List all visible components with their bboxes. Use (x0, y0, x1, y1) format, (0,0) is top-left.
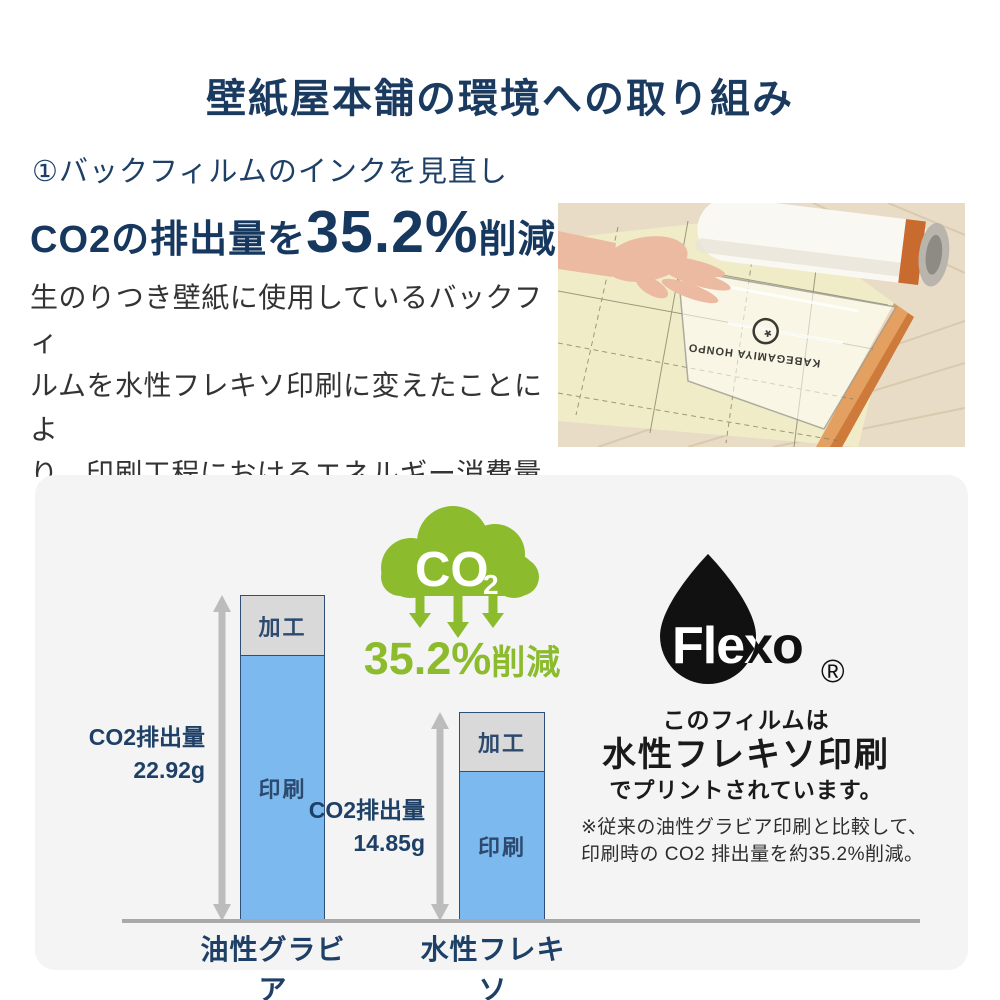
page-title: 壁紙屋本舗の環境への取り組み (206, 77, 794, 121)
category-label-gravure: 油性グラビア (200, 934, 346, 1000)
flexo-caption-1: このフィルムは (662, 707, 830, 733)
back-film-outline (677, 268, 898, 430)
comparison-panel: CO 2 35.2% 削減 加工 印刷 (35, 475, 968, 1000)
film-highlights (707, 281, 859, 345)
wallpaper-edge-dark (830, 313, 914, 447)
step-heading: ①バックフィルムのインクを見直し (32, 156, 508, 188)
segment-label: 印刷 (258, 777, 307, 802)
flexo-caption-2: 水性フレキソ印刷 (602, 736, 890, 774)
amount-value: 22.92g (133, 757, 205, 783)
amount-value: 14.85g (353, 830, 425, 856)
amount-title: CO2排出量 (308, 797, 425, 823)
amount-title: CO2排出量 (88, 724, 205, 750)
flexo-logo-text-overlay: Flexo (672, 617, 803, 675)
flexo-note-1: ※従来の油性グラビア印刷と比較して、 (581, 817, 928, 838)
bar-gravure-printing-segment: 印刷 (240, 656, 325, 921)
wallpaper-edge-strip (816, 303, 914, 447)
co2-cloud-icon: CO 2 (381, 506, 539, 638)
amount-label-flexo: CO2排出量 14.85g (285, 794, 425, 860)
headline-value: 35.2% (306, 199, 479, 265)
film-logo-mark: * (764, 320, 773, 341)
category-label-flexo: 水性フレキソ (420, 934, 566, 1000)
flexo-note-2: 印刷時の CO2 排出量を約35.2%削減。 (581, 844, 924, 865)
bar-flexo-printing-segment: 印刷 (459, 772, 545, 921)
bar-gravure: 加工 印刷 (240, 595, 325, 921)
axis-line (122, 919, 920, 923)
intro-line: 生のりつき壁紙に使用しているバックフィ (30, 282, 543, 357)
bar-gravure-processing-segment: 加工 (240, 595, 325, 656)
reduction-label: 35.2% 削減 (330, 633, 595, 685)
headline-prefix: CO2の排出量を (30, 219, 307, 261)
co2-icon-subscript: 2 (483, 569, 499, 600)
registered-mark: ® (821, 653, 845, 689)
flexo-caption-3: でプリントされています。 (609, 778, 883, 803)
film-logo-circle (752, 317, 779, 345)
headline-suffix: 削減 (478, 219, 557, 261)
bar-flexo: 加工 印刷 (459, 712, 545, 921)
segment-label: 加工 (477, 731, 526, 756)
flexo-logo-text: Flexo (672, 617, 803, 675)
bar-flexo-processing-segment: 加工 (459, 712, 545, 772)
reduction-suffix: 削減 (491, 644, 562, 682)
headline: CO2の排出量を 35.2% 削減 (30, 198, 556, 266)
reduction-value: 35.2% (363, 633, 492, 684)
measure-arrow-gravure (213, 595, 231, 921)
segment-label: 加工 (258, 614, 307, 640)
flexo-logo: Flexo Flexo ® (660, 554, 845, 689)
wallpaper-roll (695, 203, 950, 287)
hand (558, 231, 731, 304)
amount-label-gravure: CO2排出量 22.92g (65, 721, 205, 787)
intro-line: ルムを水性フレキソ印刷に変えたことによ (30, 370, 543, 445)
product-photo-illustration: KABEGAMIYA HONPO * (558, 203, 965, 447)
co2-icon-text: CO (415, 543, 489, 597)
measure-arrow-flexo (431, 712, 449, 921)
segment-label: 印刷 (477, 835, 526, 860)
